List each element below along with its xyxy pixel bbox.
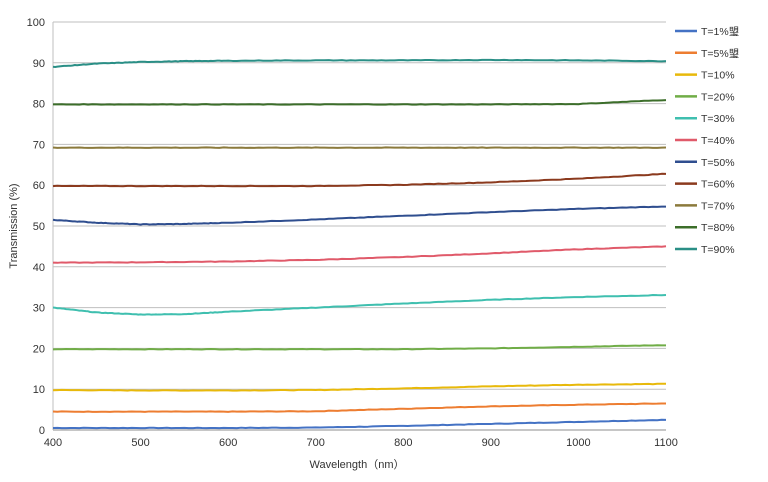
y-tick-label: 100: [27, 17, 45, 29]
legend: T=1%琞 T=5%琞 T=10% T=20% T=30% T=40% T=50% T=60%…: [675, 26, 739, 256]
y-tick-label: 50: [33, 221, 45, 233]
y-tick-label: 40: [33, 262, 45, 274]
x-tick-label: 1100: [654, 437, 678, 449]
y-tick-label: 90: [33, 58, 45, 70]
series-line-4: [52, 293, 667, 316]
y-tick-label: 30: [33, 303, 45, 315]
series-line-6: [52, 205, 667, 226]
y-tick-label: 0: [39, 425, 45, 437]
x-tick-label: 700: [307, 437, 325, 449]
y-axis-label: Transmission (%): [8, 183, 20, 268]
series-line-1: [52, 402, 667, 413]
legend-label: T=90%: [701, 244, 735, 256]
y-tick-label: 70: [33, 139, 45, 151]
y-tick-label: 20: [33, 343, 45, 355]
series-line-2: [52, 382, 667, 392]
legend-label: T=5%琞: [701, 48, 739, 60]
legend-label: T=10%: [701, 70, 735, 82]
legend-label: T=80%: [701, 222, 735, 234]
legend-label: T=50%: [701, 157, 735, 169]
x-tick-label: 800: [394, 437, 412, 449]
legend-label: T=30%: [701, 113, 735, 125]
series-line-3: [52, 344, 667, 351]
series-line-5: [52, 245, 667, 264]
legend-label: T=70%: [701, 200, 735, 212]
y-tick-label: 10: [33, 384, 45, 396]
legend-label: T=1%琞: [701, 26, 739, 38]
x-tick-label: 500: [131, 437, 149, 449]
series-line-10: [52, 58, 667, 68]
series-lines: [52, 58, 667, 430]
series-line-9: [52, 99, 667, 106]
legend-label: T=20%: [701, 91, 735, 103]
x-tick-label: 400: [44, 437, 62, 449]
legend-label: T=60%: [701, 179, 735, 191]
series-line-7: [52, 172, 667, 188]
legend-label: T=40%: [701, 135, 735, 147]
series-line-0: [52, 418, 667, 430]
y-tick-label: 60: [33, 180, 45, 192]
x-tick-labels: 400 500 600 700 800 900 1000 1100: [44, 437, 678, 449]
axes: [52, 22, 666, 431]
x-tick-label: 900: [482, 437, 500, 449]
x-axis-label: Wavelength（nm）: [310, 458, 405, 471]
y-tick-labels: 0 10 20 30 40 50 60 70 80 90 100: [27, 17, 45, 437]
grid-lines: [53, 21, 666, 431]
x-tick-label: 1000: [566, 437, 590, 449]
y-tick-label: 80: [33, 99, 45, 111]
x-tick-label: 600: [219, 437, 237, 449]
